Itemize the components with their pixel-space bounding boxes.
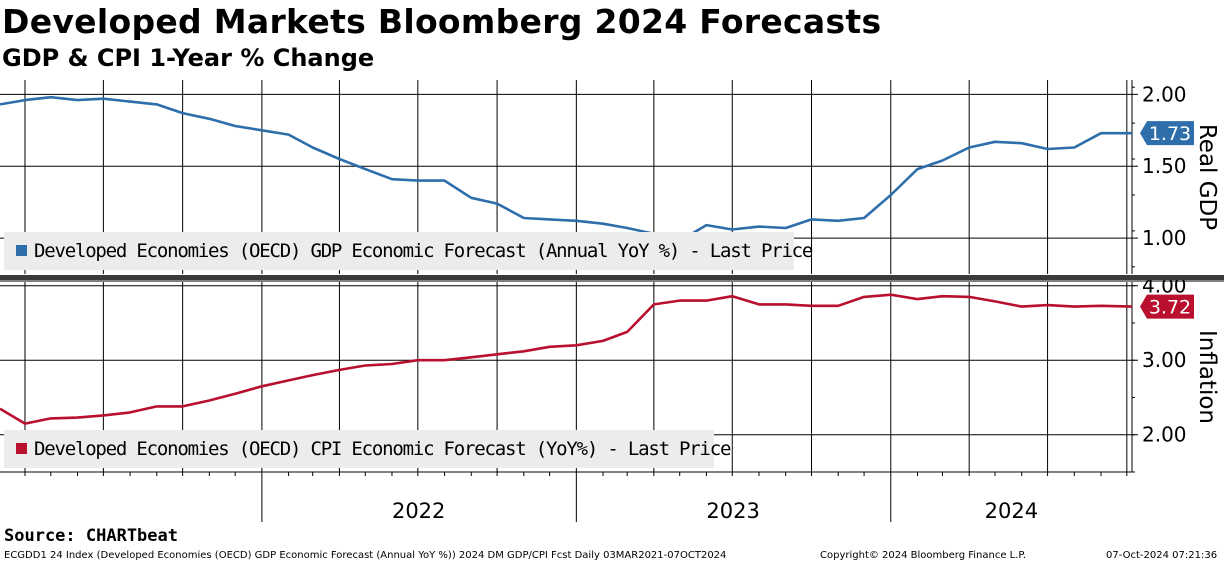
- gdp-ytick-label: 2.00: [1142, 82, 1187, 106]
- x-year-label: 2023: [706, 499, 759, 523]
- x-year-label: 2024: [985, 499, 1038, 523]
- gdp-legend: Developed Economies (OECD) GDP Economic …: [4, 232, 813, 270]
- cpi-ytick-label: 2.00: [1142, 423, 1187, 447]
- gdp-last-value-tag: [1140, 121, 1194, 146]
- gdp-axis-title: Real GDP: [1194, 124, 1220, 230]
- gdp-ytick-label: 1.00: [1142, 226, 1187, 250]
- cpi-legend: Developed Economies (OECD) CPI Economic …: [4, 430, 731, 468]
- cpi-legend-swatch: [16, 443, 27, 454]
- chart-subtitle: GDP & CPI 1-Year % Change: [2, 44, 375, 72]
- footer-index-info: ECGDD1 24 Index (Developed Economies (OE…: [4, 550, 727, 561]
- gdp-last-value-label: 1.73: [1149, 123, 1191, 145]
- cpi-ytick-label: 3.00: [1142, 348, 1187, 372]
- source-note: Source: CHARTbeat: [4, 526, 178, 546]
- gdp-ytick-label: 1.50: [1142, 154, 1187, 178]
- gdp-legend-swatch: [16, 245, 27, 256]
- chart-title: Developed Markets Bloomberg 2024 Forecas…: [2, 2, 882, 41]
- cpi-axis-title: Inflation: [1194, 330, 1220, 424]
- cpi-last-value-tag: [1140, 294, 1194, 319]
- footer-timestamp: 07-Oct-2024 07:21:36: [1106, 550, 1218, 561]
- cpi-legend-label: Developed Economies (OECD) CPI Economic …: [34, 438, 731, 460]
- x-year-label: 2022: [392, 499, 445, 523]
- cpi-last-value-label: 3.72: [1149, 297, 1191, 319]
- panel-divider: [0, 275, 1224, 280]
- gdp-legend-label: Developed Economies (OECD) GDP Economic …: [34, 240, 813, 262]
- footer-copyright: Copyright© 2024 Bloomberg Finance L.P.: [820, 550, 1027, 561]
- cpi-series-line: [0, 293, 1133, 425]
- gdp-series-line: [0, 95, 1132, 243]
